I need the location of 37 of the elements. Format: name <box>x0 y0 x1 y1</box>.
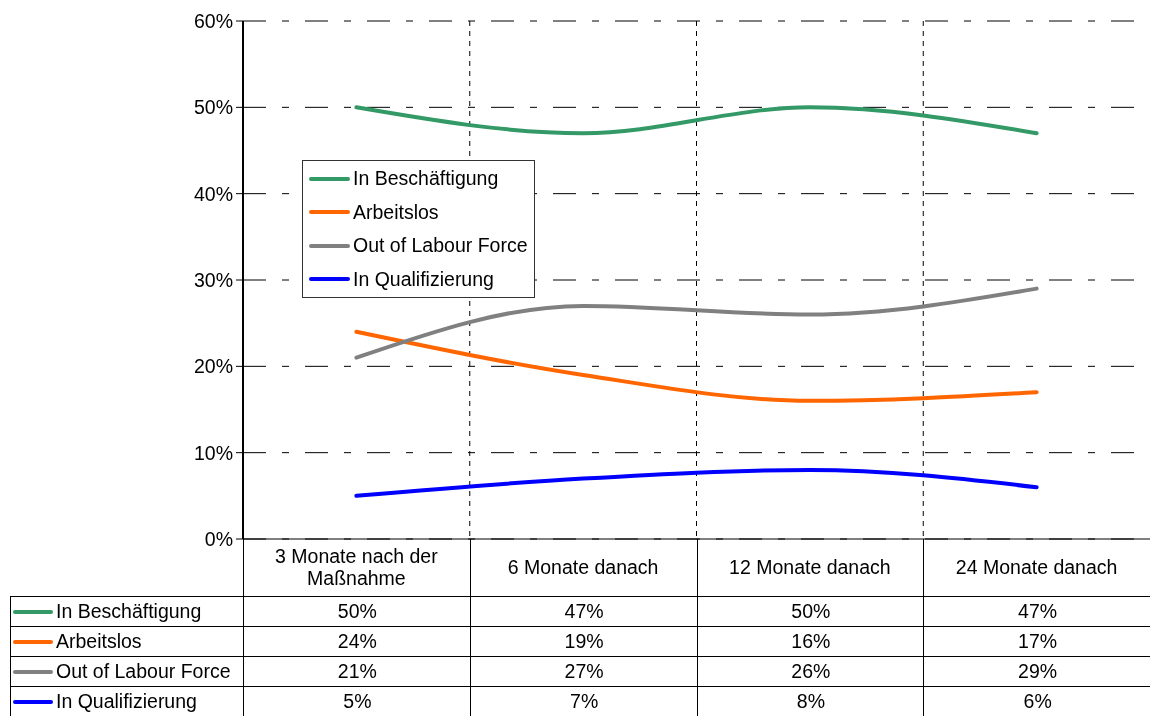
legend-label: In Qualifizierung <box>353 267 494 290</box>
text: In Beschäftigung <box>56 600 202 622</box>
line-series <box>354 329 1039 403</box>
data-label: 29% <box>923 656 1150 686</box>
data-label: 19% <box>469 626 698 656</box>
data-label: 26% <box>696 656 925 686</box>
text: Arbeitslos <box>56 630 142 652</box>
x-tick-label: 6 Monate danach <box>507 556 659 579</box>
data-label: 7% <box>469 686 698 716</box>
data-label: 8% <box>696 686 925 716</box>
data-label: 47% <box>469 596 698 626</box>
data-label: 27% <box>469 656 698 686</box>
data-label: 24% <box>243 626 471 656</box>
x-tick-label: 12 Monate danach <box>729 556 891 579</box>
y-tick-label: 60% <box>193 9 233 32</box>
data-label: 17% <box>923 626 1150 656</box>
y-tick-label: 0% <box>204 527 233 550</box>
y-tick-label: 20% <box>193 355 233 378</box>
y-tick-label: 40% <box>193 182 233 205</box>
data-label: 16% <box>696 626 925 656</box>
data-label: 47% <box>923 596 1150 626</box>
text: Out of Labour Force <box>56 660 231 682</box>
data-label: 21% <box>243 656 471 686</box>
data-label: 50% <box>696 596 925 626</box>
x-tick-label: 3 Monate nach der Maßnahme <box>275 545 439 590</box>
y-tick-label: 30% <box>193 268 233 291</box>
y-tick-label: 10% <box>193 441 233 464</box>
text: In Qualifizierung <box>56 690 197 712</box>
line-series <box>354 467 1039 498</box>
y-tick-label: 50% <box>193 96 233 119</box>
legend-label: Out of Labour Force <box>353 234 528 257</box>
legend-label: In Beschäftigung <box>353 167 499 190</box>
data-label: 50% <box>243 596 471 626</box>
data-label: 5% <box>243 686 471 716</box>
data-label: 6% <box>923 686 1150 716</box>
legend-label: Arbeitslos <box>353 200 439 223</box>
x-tick-label: 24 Monate danach <box>955 556 1118 579</box>
